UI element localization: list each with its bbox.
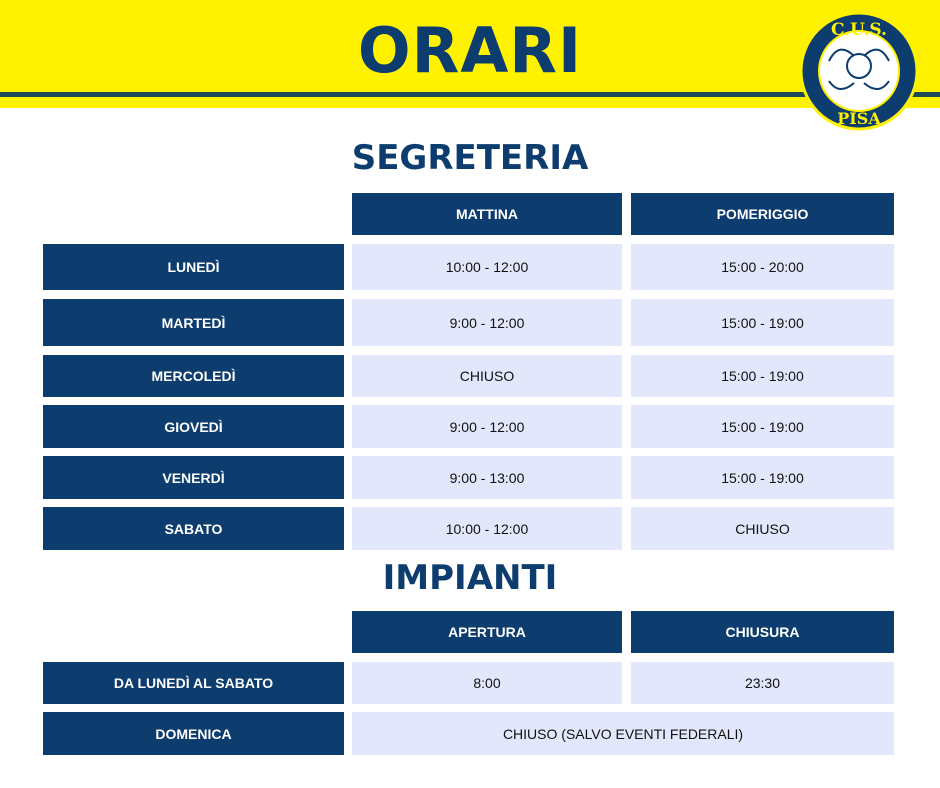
day-label: MARTEDÌ [43, 299, 344, 346]
svg-text:PISA: PISA [837, 109, 881, 128]
header-banner [0, 0, 940, 108]
cus-pisa-logo: C.U.S. PISA [799, 11, 919, 131]
column-header-chiusura: CHIUSURA [631, 611, 894, 653]
closing-time: 23:30 [631, 662, 894, 704]
morning-hours: 10:00 - 12:00 [352, 507, 622, 550]
row-label: DA LUNEDÌ AL SABATO [43, 662, 344, 704]
afternoon-hours: CHIUSO [631, 507, 894, 550]
morning-hours: 9:00 - 12:00 [352, 405, 622, 448]
opening-time: 8:00 [352, 662, 622, 704]
day-label: GIOVEDÌ [43, 405, 344, 448]
afternoon-hours: 15:00 - 19:00 [631, 355, 894, 397]
column-header-pomeriggio: POMERIGGIO [631, 193, 894, 235]
morning-hours: 9:00 - 12:00 [352, 299, 622, 346]
segreteria-title: SEGRETERIA [351, 138, 589, 178]
afternoon-hours: 15:00 - 19:00 [631, 405, 894, 448]
morning-hours: 9:00 - 13:00 [352, 456, 622, 499]
impianti-title: IMPIANTI [382, 558, 558, 598]
day-label: SABATO [43, 507, 344, 550]
svg-text:C.U.S.: C.U.S. [831, 20, 887, 40]
page-title: ORARI [357, 14, 583, 87]
column-header-apertura: APERTURA [352, 611, 622, 653]
afternoon-hours: 15:00 - 19:00 [631, 299, 894, 346]
header-divider [0, 92, 940, 97]
row-label: DOMENICA [43, 712, 344, 755]
morning-hours: 10:00 - 12:00 [352, 244, 622, 290]
afternoon-hours: 15:00 - 19:00 [631, 456, 894, 499]
morning-hours: CHIUSO [352, 355, 622, 397]
day-label: VENERDÌ [43, 456, 344, 499]
afternoon-hours: 15:00 - 20:00 [631, 244, 894, 290]
day-label: MERCOLEDÌ [43, 355, 344, 397]
column-header-mattina: MATTINA [352, 193, 622, 235]
day-label: LUNEDÌ [43, 244, 344, 290]
sunday-note: CHIUSO (SALVO EVENTI FEDERALI) [352, 712, 894, 755]
